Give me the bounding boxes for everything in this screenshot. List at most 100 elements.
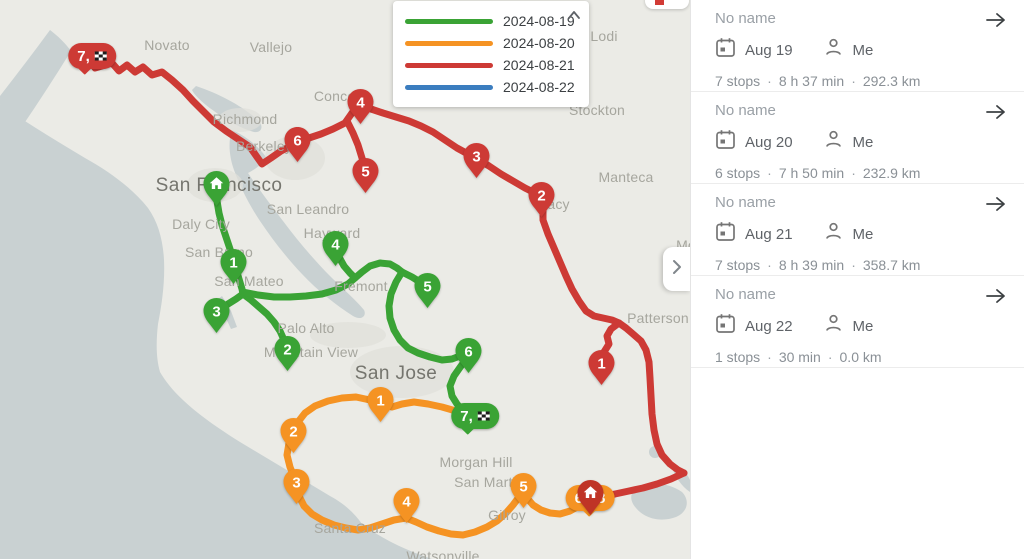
city-label: Berkeley	[235, 138, 293, 154]
finish-flag-marker-green[interactable]: 7,	[451, 403, 499, 429]
stop-pin-green-2[interactable]: 2	[273, 335, 302, 373]
route-line-2024-08-19	[212, 186, 247, 298]
person-icon	[823, 221, 844, 247]
route-color-swatch	[405, 40, 493, 46]
svg-text:4: 4	[331, 237, 340, 254]
separator-dot: ·	[767, 349, 772, 365]
separator-dot: ·	[827, 349, 833, 365]
route-card[interactable]: No name Aug 20 Me 6 stops · 7 h 50 min · 232.9 …	[691, 92, 1024, 184]
city-label: Lodi	[590, 28, 618, 44]
route-name: No name	[715, 102, 776, 119]
city-label: Novato	[144, 37, 190, 53]
city-label: Manteca	[598, 169, 654, 185]
home-icon	[209, 177, 223, 189]
stop-pin-orange-3[interactable]: 3	[282, 468, 311, 506]
stop-pin-green-6[interactable]: 6	[454, 337, 483, 375]
person-icon	[823, 129, 844, 155]
stop-pin-green-5[interactable]: 5	[413, 272, 442, 310]
person-icon	[823, 313, 844, 339]
legend-date-label: 2024-08-21	[503, 57, 575, 73]
route-line-2024-08-21	[91, 59, 688, 477]
open-route-button[interactable]	[982, 8, 1010, 32]
stop-pin-green-1[interactable]: 1	[219, 248, 248, 286]
city-label: Daly City	[172, 216, 230, 232]
svg-text:3: 3	[292, 475, 300, 492]
legend-entry[interactable]: 2024-08-21	[405, 54, 577, 76]
city-label: San Leandro	[266, 201, 350, 217]
stop-number-label: 7,	[460, 407, 473, 425]
route-duration: 8 h 37 min	[778, 73, 845, 89]
water-shapes	[0, 30, 690, 559]
svg-text:1: 1	[229, 255, 237, 272]
route-distance: 292.3 km	[862, 73, 921, 89]
stop-pin-orange-5[interactable]: 5	[509, 472, 538, 510]
calendar-icon	[715, 129, 736, 155]
route-stats: 7 stops · 8 h 37 min · 292.3 km	[715, 73, 1000, 89]
calendar-icon	[715, 37, 736, 63]
svg-text:2: 2	[283, 342, 291, 359]
city-label: Richmond	[212, 111, 278, 127]
home-start-marker[interactable]	[202, 170, 231, 208]
legend-date-label: 2024-08-22	[503, 79, 575, 95]
stop-pin-red-4[interactable]: 4	[346, 88, 375, 126]
arrow-right-icon	[986, 13, 1005, 27]
route-name: No name	[715, 10, 776, 27]
city-label: Gilroy	[488, 507, 526, 523]
legend-entry[interactable]: 2024-08-19	[405, 10, 577, 32]
route-color-swatch	[405, 84, 493, 90]
route-stops: 7 stops	[715, 257, 761, 273]
arrow-right-icon	[986, 105, 1005, 119]
stop-pin-red-1[interactable]: 1	[587, 349, 616, 387]
stop-pin-orange-4[interactable]: 4	[392, 487, 421, 525]
stop-pin-red-6[interactable]: 6	[283, 126, 312, 164]
stop-pin-orange-2[interactable]: 2	[279, 417, 308, 455]
svg-text:2: 2	[289, 424, 297, 441]
route-card[interactable]: No name Aug 21 Me 7 stops · 8 h 39 min · 358.7 …	[691, 184, 1024, 276]
stop-pin-green-3[interactable]: 3	[202, 297, 231, 335]
route-list: No name Aug 19 Me 7 stops · 8 h 37 min · 292.3 …	[691, 0, 1024, 368]
sidebar-collapse-toggle[interactable]	[663, 247, 690, 291]
arrow-right-icon	[986, 197, 1005, 211]
legend-entry[interactable]: 2024-08-22	[405, 76, 577, 98]
route-color-swatch	[405, 18, 493, 24]
separator-dot: ·	[851, 257, 856, 273]
city-label: Santa Cruz	[313, 520, 387, 536]
chevron-up-icon[interactable]	[567, 7, 581, 25]
route-legend: 2024-08-19 2024-08-20 2024-08-21 2024-08-22	[393, 1, 589, 107]
svg-text:3: 3	[212, 304, 220, 321]
route-owner: Me	[852, 133, 874, 151]
city-label: Vallejo	[249, 39, 293, 55]
stop-pin-red-5[interactable]: 5	[351, 157, 380, 195]
svg-text:5: 5	[423, 279, 431, 296]
stop-number-label: 7,	[77, 47, 90, 65]
legend-date-label: 2024-08-19	[503, 13, 575, 29]
open-route-button[interactable]	[982, 284, 1010, 308]
finish-flag-marker-red[interactable]: 7,	[68, 43, 116, 69]
svg-text:3: 3	[472, 149, 480, 166]
svg-text:6: 6	[464, 344, 472, 361]
stop-pin-orange-1[interactable]: 1	[366, 386, 395, 424]
route-list-sidebar: No name Aug 19 Me 7 stops · 8 h 37 min · 292.3 …	[690, 0, 1024, 559]
route-date: Aug 21	[745, 225, 793, 243]
route-card[interactable]: No name Aug 19 Me 7 stops · 8 h 37 min · 292.3 …	[691, 0, 1024, 92]
city-label: Palo Alto	[277, 320, 335, 336]
open-route-button[interactable]	[982, 192, 1010, 216]
stop-pin-red-2[interactable]: 2	[527, 181, 556, 219]
svg-text:1: 1	[376, 393, 384, 410]
stop-pin-red-3[interactable]: 3	[462, 142, 491, 180]
city-label: Fremont	[334, 278, 388, 294]
route-distance: 0.0 km	[839, 349, 882, 365]
route-duration: 8 h 39 min	[778, 257, 845, 273]
route-stops: 7 stops	[715, 73, 761, 89]
open-route-button[interactable]	[982, 100, 1010, 124]
route-distance: 358.7 km	[862, 257, 921, 273]
stop-pin-green-4[interactable]: 4	[321, 230, 350, 268]
map-canvas[interactable]: Novato Vallejo Lodi Richmond Berkeley Concord…	[0, 0, 690, 559]
legend-entry[interactable]: 2024-08-20	[405, 32, 577, 54]
home-icon	[583, 486, 597, 498]
home-end-marker[interactable]	[576, 479, 605, 517]
svg-text:5: 5	[361, 164, 369, 181]
route-card[interactable]: No name Aug 22 Me 1 stops · 30 min · 0.0 km	[691, 276, 1024, 368]
svg-text:4: 4	[356, 95, 365, 112]
svg-text:2: 2	[537, 188, 545, 205]
